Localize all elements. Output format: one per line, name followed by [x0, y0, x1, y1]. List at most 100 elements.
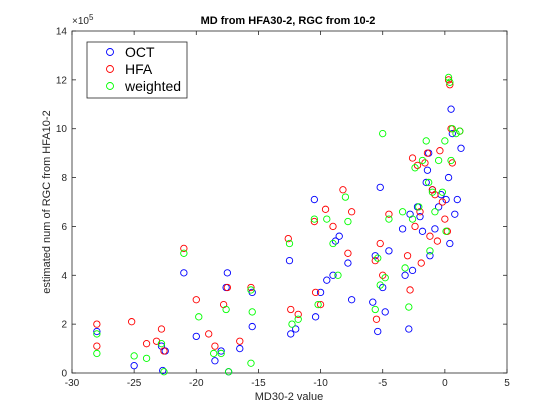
weighted-point	[425, 178, 433, 187]
weighted-point	[294, 315, 302, 323]
weighted-point	[314, 300, 322, 309]
hfa-point	[438, 198, 447, 206]
hfa-point	[408, 154, 417, 162]
legend-marker-weighted	[106, 82, 114, 90]
oct-point	[335, 232, 343, 240]
hfa-point	[413, 161, 422, 170]
hfa-point	[423, 149, 432, 157]
oct-point	[418, 227, 427, 235]
hfa-point	[211, 342, 219, 350]
weighted-point	[130, 352, 138, 360]
hfa-point	[180, 244, 188, 253]
hfa-point	[441, 215, 449, 223]
weighted-point	[456, 127, 464, 135]
weighted-point	[142, 354, 151, 362]
oct-point	[447, 105, 455, 113]
oct-point	[347, 296, 356, 304]
oct-point	[374, 327, 382, 336]
oct-point	[159, 366, 167, 375]
hfa-point	[344, 249, 352, 257]
weighted-point	[448, 125, 456, 133]
oct-point	[453, 195, 461, 204]
y-axis: 0 2 4 6 8 10 12 14	[56, 27, 507, 380]
weighted-point	[180, 249, 188, 257]
hfa-point	[157, 325, 166, 333]
oct-point	[130, 362, 138, 370]
oct-point	[311, 313, 320, 321]
hfa-point	[433, 237, 442, 245]
oct-point	[422, 178, 430, 187]
weighted-point	[381, 274, 389, 282]
y-tick-label: 6	[61, 222, 67, 233]
hfa-point	[421, 159, 429, 167]
legend-label-hfa: HFA	[125, 61, 153, 77]
oct-point	[93, 327, 101, 336]
weighted-point	[379, 129, 387, 138]
weighted-point	[428, 188, 437, 196]
oct-point	[217, 347, 225, 355]
hfa-point	[294, 310, 302, 319]
hfa-point	[347, 208, 356, 216]
x-axis-label: MD30-2 value	[255, 391, 323, 403]
hfa-point	[376, 239, 384, 248]
hfa-point	[310, 217, 319, 226]
weighted-point	[224, 368, 233, 376]
weighted-point	[157, 340, 166, 348]
hfa-point	[128, 318, 136, 326]
oct-point	[287, 330, 295, 338]
chart-title: MD from HFA30-2, RGC from 10-2	[201, 15, 376, 27]
weighted-point	[405, 303, 413, 311]
oct-point	[379, 283, 387, 292]
weighted-point	[341, 193, 350, 201]
y-multiplier-exponent: 5	[89, 13, 94, 22]
weighted-point	[385, 215, 393, 223]
hfa-point	[287, 305, 295, 314]
weighted-point	[398, 208, 407, 216]
weighted-point	[438, 188, 447, 196]
y-multiplier: ×105	[72, 13, 94, 27]
weighted-point	[408, 215, 417, 223]
x-tick-label: -15	[251, 378, 266, 389]
weighted-point	[334, 271, 342, 279]
weighted-point	[222, 305, 230, 314]
weighted-point	[93, 349, 101, 358]
hfa-point	[385, 210, 393, 218]
y-tick-label: 4	[61, 271, 67, 282]
oct-point	[423, 166, 432, 174]
hfa-point	[236, 337, 244, 345]
oct-point	[211, 357, 219, 365]
oct-point	[192, 332, 200, 341]
hfa-point	[160, 347, 168, 355]
weighted-point	[415, 203, 423, 211]
weighted-point	[329, 239, 337, 248]
oct-point	[434, 203, 443, 211]
hfa-point	[93, 320, 101, 328]
weighted-point	[195, 313, 203, 321]
oct-point	[371, 252, 379, 260]
y-multiplier-base: ×10	[72, 16, 89, 27]
oct-point	[323, 276, 331, 284]
weighted-point	[411, 164, 419, 172]
hfa-point	[431, 191, 439, 199]
hfa-point	[417, 259, 425, 267]
hfa-point	[329, 222, 337, 231]
weighted-point	[418, 156, 427, 165]
weighted-point	[444, 73, 453, 82]
weighted-point	[446, 78, 454, 86]
weighted-point	[447, 156, 455, 165]
oct-point	[416, 213, 424, 221]
y-axis-label: estimated num of RGC from HFA10-2	[41, 110, 53, 293]
weighted-point	[422, 137, 430, 145]
weighted-point	[426, 247, 434, 255]
x-tick-label: 0	[442, 378, 448, 389]
oct-point	[451, 210, 459, 218]
weighted-point	[344, 217, 352, 226]
weighted-point	[210, 349, 218, 358]
oct-point	[316, 288, 325, 297]
legend-label-weighted: weighted	[124, 78, 181, 94]
oct-point	[431, 225, 439, 233]
oct-point	[385, 247, 393, 255]
hfa-point	[223, 283, 232, 292]
hfa-point	[339, 186, 347, 194]
